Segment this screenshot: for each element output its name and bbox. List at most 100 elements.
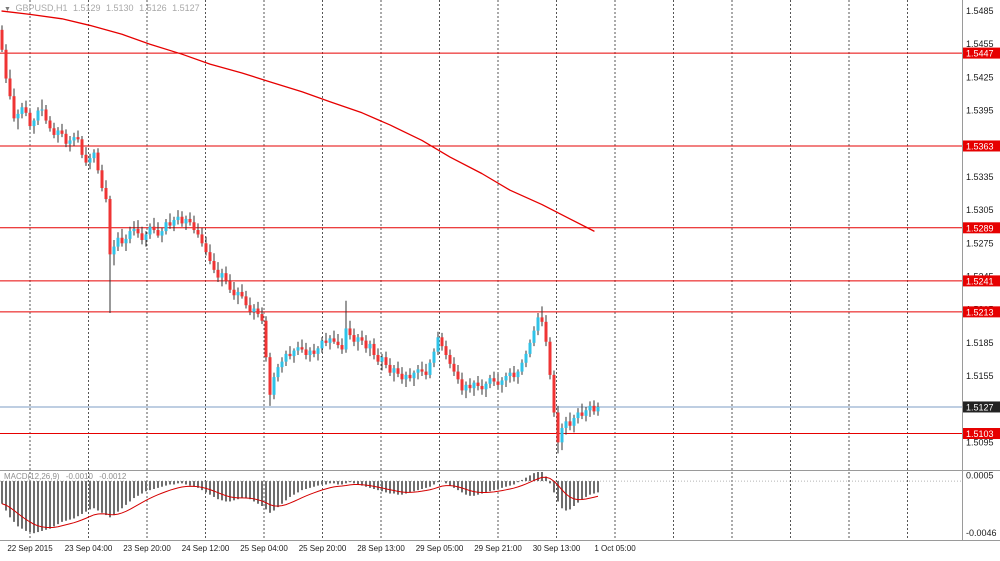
bear-candle-body (388, 364, 392, 373)
current-price-badge-box (963, 401, 1000, 413)
bull-candle-body (236, 291, 240, 296)
bull-candle-body (392, 368, 396, 373)
indicator-axis-label: 0.0005 (966, 470, 994, 480)
bull-candle-body (176, 216, 180, 221)
macd-signal-value: -0.0012 (99, 472, 127, 481)
price-axis-label: 1.5425 (966, 72, 994, 82)
bear-candle-body (332, 338, 336, 342)
price-level-badge-text: 1.5213 (966, 307, 994, 317)
price-level-badge-box (963, 306, 1000, 318)
bull-candle-body (116, 237, 120, 247)
bear-candle-body (228, 280, 232, 290)
bull-candle-body (292, 350, 296, 357)
bear-candle-body (396, 368, 400, 374)
bear-candle-body (444, 346, 448, 355)
bull-candle-body (280, 361, 284, 368)
bear-candle-body (540, 317, 544, 322)
bear-candle-body (384, 357, 388, 365)
bull-candle-body (516, 371, 520, 378)
dropdown-arrow-icon: ▼ (4, 6, 11, 13)
price-axis-label: 1.5455 (966, 39, 994, 49)
bear-candle-body (200, 234, 204, 244)
bear-candle-body (4, 49, 8, 79)
bear-candle-body (52, 128, 56, 135)
bear-candle-body (248, 305, 252, 312)
bull-candle-body (528, 342, 532, 354)
bear-candle-body (76, 137, 80, 140)
price-level-badge: 1.5447 (963, 47, 1000, 59)
bear-candle-body (24, 107, 28, 113)
bear-candle-body (264, 320, 268, 358)
quote-low: 1.5126 (139, 3, 167, 13)
grid-layer (29, 0, 908, 540)
price-level-badge-text: 1.5241 (966, 276, 994, 286)
bull-candle-body (164, 222, 168, 232)
bear-candle-body (544, 321, 548, 342)
bull-candle-body (132, 228, 136, 232)
bear-candle-body (8, 78, 12, 97)
bear-candle-body (452, 363, 456, 372)
macd-signal-line (1, 476, 599, 529)
bear-candle-body (568, 421, 572, 426)
bull-candle-body (92, 152, 96, 159)
bull-candle-body (20, 107, 24, 114)
price-level-badge-text: 1.5447 (966, 49, 994, 59)
quote-close: 1.5127 (172, 3, 200, 13)
bear-candle-body (352, 335, 356, 342)
bear-candle-body (48, 120, 52, 129)
bear-candle-body (0, 29, 4, 50)
bear-candle-body (300, 347, 304, 350)
current-price-badge: 1.5127 (963, 401, 1000, 413)
bull-candle-body (572, 418, 576, 426)
bull-candle-body (32, 120, 36, 127)
bear-candle-body (232, 289, 236, 296)
price-level-badge: 1.5103 (963, 428, 1000, 440)
bear-candle-body (60, 130, 64, 134)
time-axis-label: 30 Sep 13:00 (533, 544, 581, 553)
bull-candle-body (524, 353, 528, 363)
bear-candle-body (188, 218, 192, 223)
bull-candle-body (16, 113, 20, 119)
bull-candle-body (564, 421, 568, 428)
price-level-badge-text: 1.5289 (966, 223, 994, 233)
indicator-axis-label: -0.0046 (966, 528, 997, 538)
bull-candle-body (252, 308, 256, 312)
bear-candle-body (424, 371, 428, 375)
bear-candle-body (552, 374, 556, 413)
price-level-badge: 1.5213 (963, 306, 1000, 318)
price-level-badge-box (963, 222, 1000, 234)
bull-candle-body (128, 231, 132, 239)
macd-name: MACD(12,26,9) (4, 472, 60, 481)
bull-candle-body (404, 374, 408, 380)
time-axis-label: 22 Sep 2015 (7, 544, 53, 553)
symbol-timeframe-label: GBPUSD,H1 (15, 3, 68, 13)
bull-candle-body (584, 410, 588, 416)
bear-candle-body (288, 353, 292, 357)
price-axis-label: 1.5335 (966, 172, 994, 182)
bear-candle-body (340, 345, 344, 350)
bear-candle-body (156, 230, 160, 236)
bull-candle-body (172, 220, 176, 226)
bear-candle-body (512, 372, 516, 378)
price-axis-label: 1.5275 (966, 238, 994, 248)
bear-candle-body (168, 222, 172, 226)
bull-candle-body (296, 347, 300, 351)
bull-candle-body (532, 330, 536, 343)
bull-candle-body (88, 158, 92, 163)
bull-candle-body (432, 351, 436, 363)
bull-candle-body (428, 362, 432, 375)
quote-high: 1.5130 (106, 3, 134, 13)
bear-candle-body (244, 296, 248, 306)
time-axis-label: 25 Sep 20:00 (299, 544, 347, 553)
price-axis-label: 1.5155 (966, 371, 994, 381)
bear-candle-body (12, 96, 16, 119)
bull-candle-body (276, 367, 280, 378)
bear-candle-body (196, 230, 200, 235)
bull-candle-body (328, 338, 332, 343)
bear-candle-body (304, 349, 308, 355)
time-axis-label: 29 Sep 05:00 (416, 544, 464, 553)
bear-candle-body (268, 357, 272, 395)
bear-candle-body (212, 260, 216, 270)
bull-candle-body (112, 246, 116, 255)
